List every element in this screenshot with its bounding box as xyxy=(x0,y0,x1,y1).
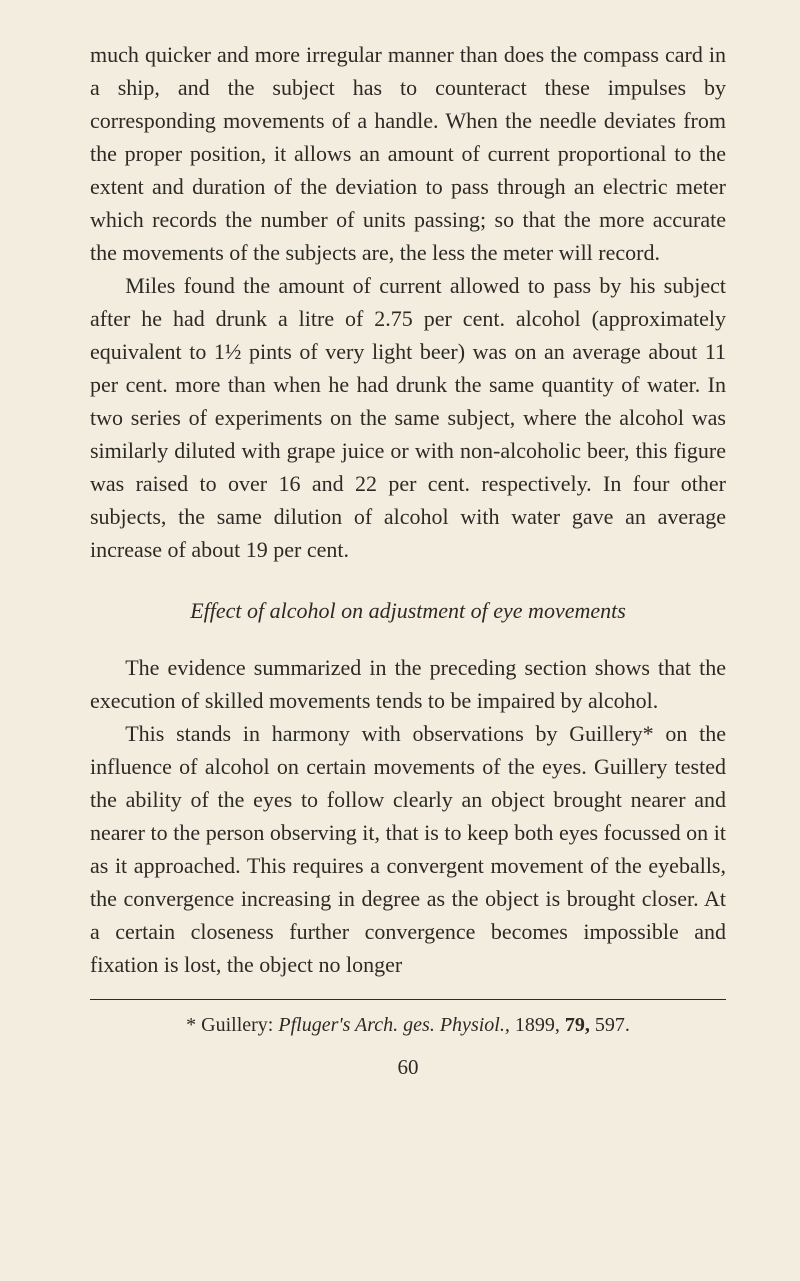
body-paragraph: The evidence summarized in the preceding… xyxy=(90,651,726,717)
body-paragraph: Miles found the amount of current allowe… xyxy=(90,269,726,566)
footnote-volume: 79, xyxy=(565,1014,590,1036)
body-paragraph: much quicker and more irregular manner t… xyxy=(90,38,726,269)
footnote-marker: * xyxy=(186,1014,196,1036)
footnote-separator xyxy=(90,999,726,1000)
footnote-year: 1899, xyxy=(510,1014,565,1036)
section-subheading: Effect of alcohol on adjustment of eye m… xyxy=(90,594,726,627)
footnote-page: 597. xyxy=(590,1014,630,1036)
footnote-author: Guillery xyxy=(201,1014,268,1036)
footnote-title: Pfluger's Arch. ges. Physiol., xyxy=(278,1014,509,1036)
footnote: * Guillery: Pfluger's Arch. ges. Physiol… xyxy=(90,1010,726,1040)
body-paragraph: This stands in harmony with observations… xyxy=(90,717,726,981)
page-number: 60 xyxy=(90,1052,726,1084)
footnote-separator-text: : xyxy=(268,1014,279,1036)
